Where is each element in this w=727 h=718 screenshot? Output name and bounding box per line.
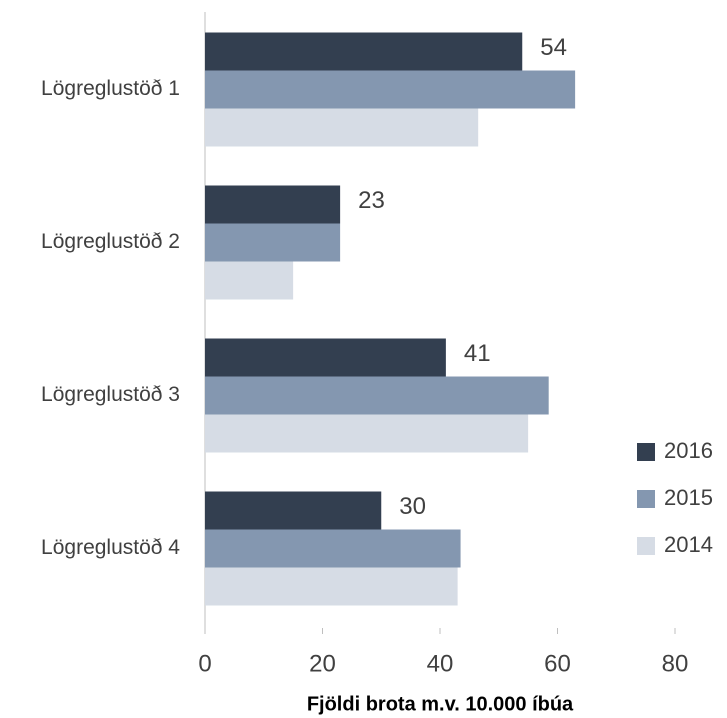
x-tick-label: 60	[544, 650, 571, 677]
data-label: 54	[540, 34, 567, 61]
legend-label: 2015	[664, 485, 713, 510]
y-tick-label: Lögreglustöð 4	[41, 536, 180, 559]
legend-swatch	[637, 537, 655, 555]
y-tick-label: Lögreglustöð 3	[41, 383, 180, 406]
x-tick-label: 80	[662, 650, 689, 677]
bar	[205, 223, 341, 262]
bar	[205, 529, 461, 568]
bar	[205, 491, 382, 530]
bar	[205, 108, 479, 147]
x-axis-title: Fjöldi brota m.v. 10.000 íbúa	[307, 693, 574, 715]
legend-swatch	[637, 443, 655, 461]
data-label: 41	[464, 340, 491, 367]
bar	[205, 338, 446, 377]
bar	[205, 414, 529, 453]
legend-label: 2016	[664, 438, 713, 463]
bar	[205, 376, 549, 415]
bar	[205, 185, 341, 224]
data-label: 30	[399, 493, 426, 520]
y-tick-label: Lögreglustöð 1	[41, 77, 180, 100]
x-tick-label: 20	[309, 650, 336, 677]
bar	[205, 32, 523, 71]
x-tick-label: 40	[427, 650, 454, 677]
bar	[205, 567, 458, 606]
bar	[205, 70, 576, 109]
legend-swatch	[637, 490, 655, 508]
y-tick-label: Lögreglustöð 2	[41, 230, 180, 253]
legend-label: 2014	[664, 532, 713, 557]
data-label: 23	[358, 187, 385, 214]
bar	[205, 261, 294, 300]
x-tick-label: 0	[198, 650, 211, 677]
